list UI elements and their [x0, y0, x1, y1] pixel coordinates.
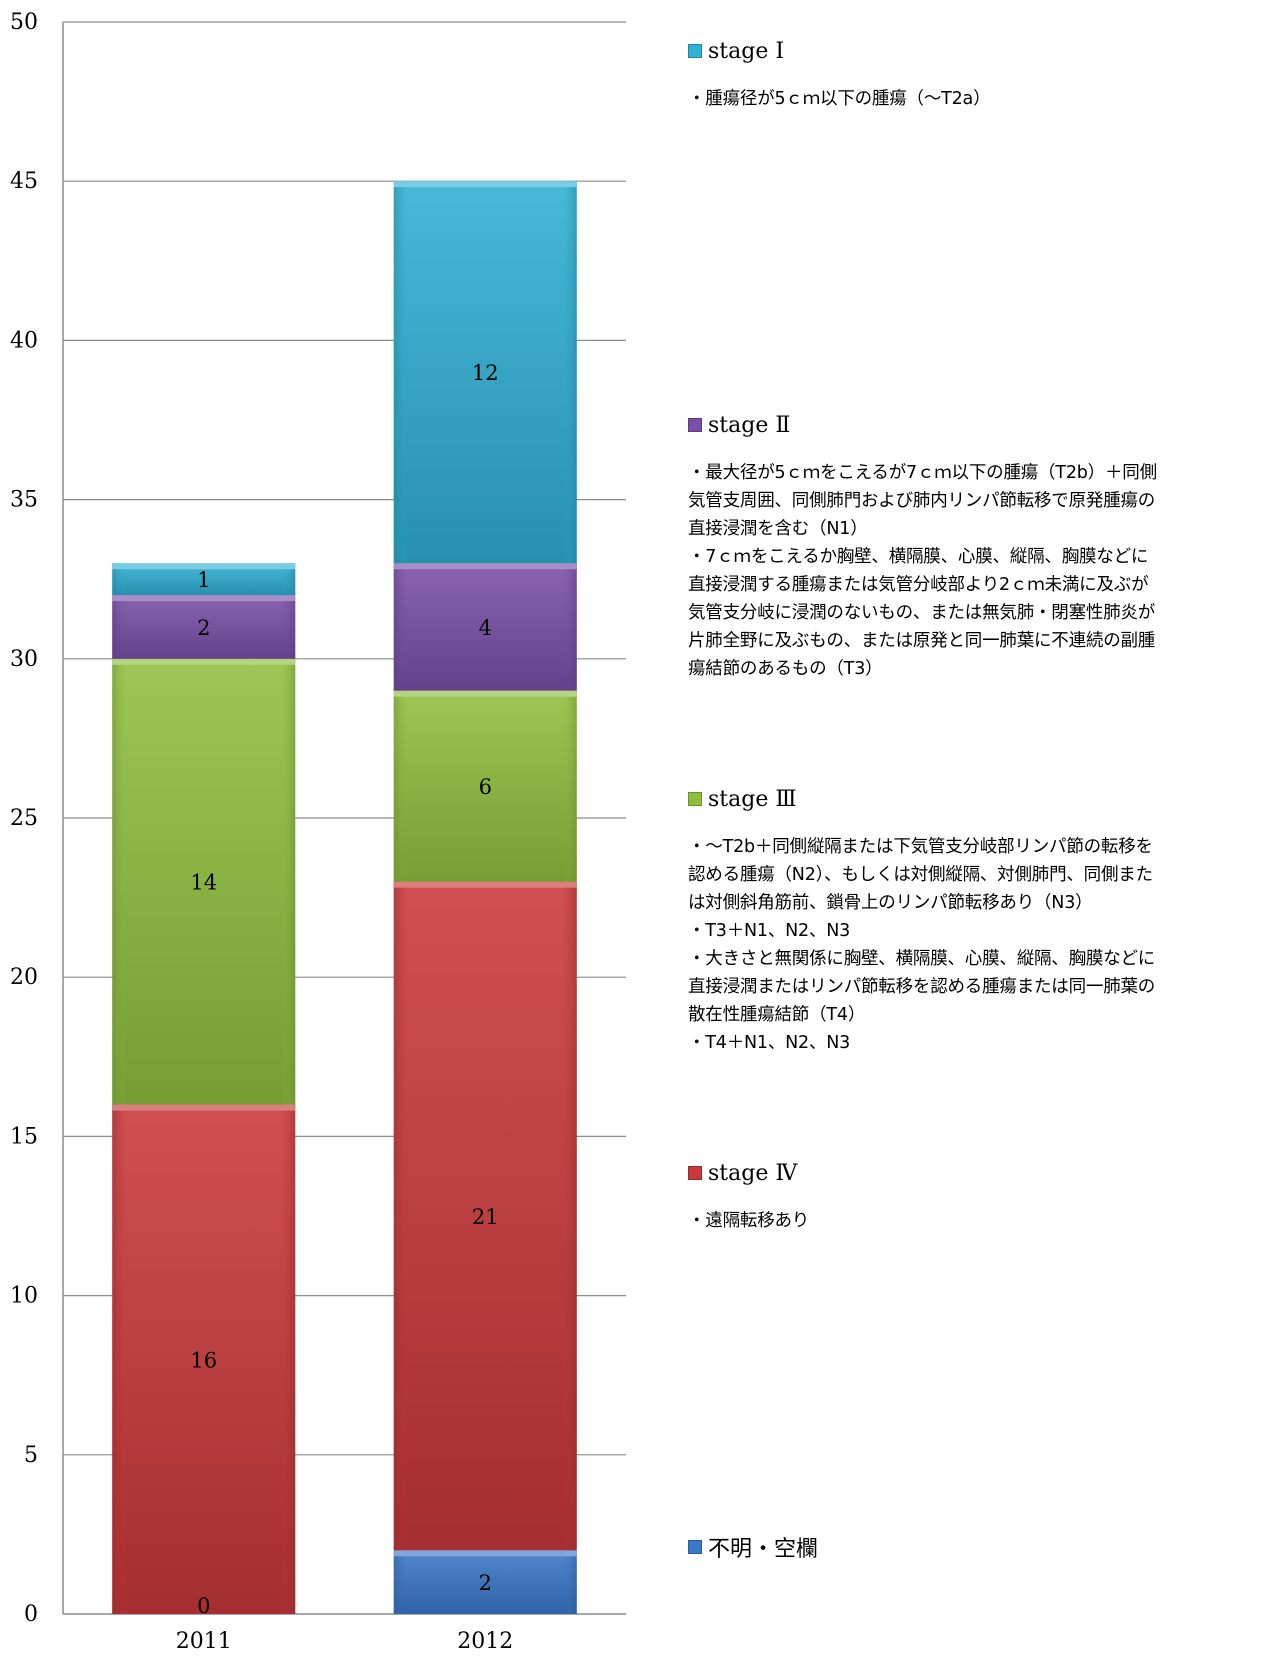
y-tick-label: 25 [10, 806, 38, 831]
data-label: 2 [197, 616, 210, 640]
data-label: 21 [472, 1205, 499, 1229]
legend-label: stage Ⅱ [708, 412, 791, 438]
legend-description: ・最大径が5ｃｍをこえるが7ｃｍ以下の腫瘍（T2b）＋同側 気管支周囲、同側肺門… [688, 463, 1157, 679]
legend-item-stage-4: stage Ⅳ ・遠隔転移あり [688, 1159, 1268, 1235]
legend-swatch [688, 44, 702, 58]
bar-segment-bevel [393, 181, 577, 564]
data-label: 1 [197, 568, 210, 592]
data-label: 0 [197, 1594, 210, 1618]
bar-segment-bevel [112, 658, 296, 1105]
legend-item-stage-2: stage Ⅱ ・最大径が5ｃｍをこえるが7ｃｍ以下の腫瘍（T2b）＋同側 気管… [688, 411, 1268, 683]
bar-segment-top [393, 563, 577, 570]
legend-label: stage Ⅲ [708, 786, 797, 812]
legend-swatch [688, 418, 702, 432]
data-label: 6 [479, 775, 492, 799]
bar-segment-bevel [112, 595, 296, 659]
bar-segment-bevel [393, 690, 577, 882]
bar-segment-top [112, 563, 296, 570]
legend-label: 不明・空欄 [708, 1537, 819, 1562]
stacked-bar-chart: 0510152025303540455001614212011221641220… [10, 10, 626, 1654]
legend-swatch [688, 1540, 702, 1554]
bar-segment-top [393, 181, 577, 188]
legend-description: ・遠隔転移あり [688, 1211, 810, 1231]
x-tick-label: 2012 [457, 1629, 513, 1654]
legend-item-stage-3: stage Ⅲ ・～T2b＋同側縦隔または下気管支分岐部リンパ節の転移を 認める… [688, 785, 1268, 1057]
data-label: 16 [190, 1348, 217, 1372]
data-label: 12 [472, 361, 499, 385]
legend-description: ・～T2b＋同側縦隔または下気管支分岐部リンパ節の転移を 認める腫瘍（N2）、も… [688, 837, 1156, 1053]
y-tick-label: 45 [10, 169, 38, 194]
y-tick-label: 30 [10, 647, 38, 672]
legend-item-unknown: 不明・空欄 [688, 1533, 1268, 1562]
bar-segment-top [112, 658, 296, 665]
bar-segment-top [393, 690, 577, 697]
bars [112, 181, 577, 1614]
data-label: 2 [479, 1571, 492, 1595]
legend-label: stage Ⅰ [708, 38, 785, 64]
y-tick-label: 20 [10, 965, 38, 990]
bar-segment-top [393, 881, 577, 888]
labels: 0510152025303540455001614212011221641220… [10, 10, 513, 1654]
y-tick-label: 10 [10, 1284, 38, 1309]
data-label: 14 [190, 871, 217, 895]
bar-segment-bevel [112, 1104, 296, 1614]
bar-segment-top [112, 595, 296, 602]
y-tick-label: 0 [24, 1602, 38, 1627]
y-tick-label: 35 [10, 488, 38, 513]
legend-label: stage Ⅳ [708, 1160, 798, 1186]
legend-swatch [688, 1166, 702, 1180]
legend-swatch [688, 792, 702, 806]
data-label: 4 [479, 616, 492, 640]
y-tick-label: 15 [10, 1124, 38, 1149]
bar-segment-top [112, 1104, 296, 1111]
y-tick-label: 50 [10, 10, 38, 35]
bar-segment-bevel [393, 563, 577, 691]
x-tick-label: 2011 [176, 1629, 232, 1654]
legend-description: ・腫瘍径が5ｃｍ以下の腫瘍（～T2a） [688, 89, 991, 109]
y-tick-label: 5 [24, 1443, 38, 1468]
y-tick-label: 40 [10, 328, 38, 353]
bar-segment-bevel [393, 881, 577, 1551]
legend-item-stage-1: stage Ⅰ ・腫瘍径が5ｃｍ以下の腫瘍（～T2a） [688, 37, 1268, 113]
bar-segment-bevel [393, 1550, 577, 1614]
bar-segment-top [393, 1550, 577, 1557]
